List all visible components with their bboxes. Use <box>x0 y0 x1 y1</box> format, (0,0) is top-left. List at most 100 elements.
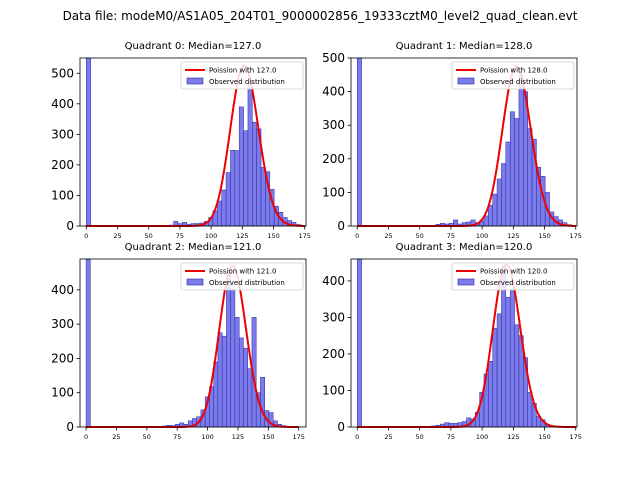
histogram-bar <box>509 111 515 227</box>
histogram-bar <box>252 121 257 227</box>
histogram-bar <box>356 57 362 227</box>
x-tick-label: 125 <box>507 433 519 441</box>
legend-box <box>180 262 304 291</box>
x-tick-label: 175 <box>570 433 582 441</box>
x-tick-label: 50 <box>143 433 151 441</box>
histogram-bar <box>527 392 533 428</box>
x-tick-label: 0 <box>355 433 359 441</box>
panel-quadrant-0: 0 100 200 300 400 500 0 25 50 75 100 125 150 175 Quadr… <box>51 41 311 240</box>
x-tick-label: 175 <box>292 433 304 441</box>
y-tick-label: 300 <box>51 127 74 141</box>
legend-bar-swatch <box>457 278 475 286</box>
y-tick-label: 300 <box>322 118 345 132</box>
legend-box <box>180 61 304 90</box>
histogram-bar <box>496 313 502 428</box>
panel-quadrant-1: 0 100 200 300 400 500 0 25 50 75 100 125 150 175 Quadr… <box>322 41 582 240</box>
x-tick-label: 25 <box>112 433 120 441</box>
x-tick-label: 25 <box>384 232 392 240</box>
legend-label-observed: Observed distribution <box>480 78 556 86</box>
histogram-bar <box>527 128 533 227</box>
x-tick-label: 0 <box>84 232 88 240</box>
y-tick-label: 400 <box>322 274 345 288</box>
legend-label-observed: Observed distribution <box>209 279 285 287</box>
histogram-bar <box>238 337 244 428</box>
histogram-bar <box>496 178 502 227</box>
histogram-bar <box>243 130 249 227</box>
histogram-bar <box>225 172 231 227</box>
y-tick-label: 500 <box>51 66 74 80</box>
y-tick-label: 300 <box>51 317 74 331</box>
x-tick-label: 150 <box>538 232 550 240</box>
y-tick-label: 100 <box>322 185 345 199</box>
figure-title: Data file: modeM0/AS1A05_204T01_90000028… <box>63 9 578 23</box>
legend-label-poisson: Poission with 127.0 <box>209 67 277 75</box>
y-tick-label: 100 <box>51 188 74 202</box>
histogram-bar <box>221 189 227 227</box>
x-tick-label: 175 <box>299 232 311 240</box>
legend-label-poisson: Poission with 121.0 <box>209 268 277 276</box>
x-tick-label: 25 <box>113 232 121 240</box>
y-tick-label: 400 <box>51 97 74 111</box>
y-tick-label: 200 <box>322 347 345 361</box>
x-tick-label: 150 <box>538 433 550 441</box>
x-tick-label: 100 <box>476 433 488 441</box>
x-tick-label: 75 <box>176 232 184 240</box>
x-tick-label: 0 <box>355 232 359 240</box>
legend-label-poisson: Poission with 120.0 <box>480 268 548 276</box>
y-tick-label: 200 <box>51 351 74 365</box>
x-tick-label: 125 <box>236 232 248 240</box>
legend: Poission with 120.0 Observed distribution <box>451 262 575 291</box>
legend-bar-swatch <box>186 278 204 286</box>
axes-frame <box>350 258 578 428</box>
histogram-bar <box>85 57 91 227</box>
legend-label-poisson: Poission with 128.0 <box>480 67 548 75</box>
histogram-bar <box>226 272 231 428</box>
panel-title: Quadrant 0: Median=127.0 <box>125 41 262 52</box>
histogram-bar <box>230 149 236 227</box>
histogram-bar <box>260 167 266 227</box>
histogram-bar <box>234 317 240 428</box>
histogram-bar <box>514 118 520 227</box>
axes-frame <box>79 57 307 227</box>
y-tick-label: 200 <box>51 158 74 172</box>
histogram-bar <box>247 368 253 428</box>
histogram-bar <box>488 361 493 428</box>
histogram-bar <box>217 332 223 428</box>
histogram-bar <box>260 377 265 428</box>
histogram-bar <box>217 200 222 227</box>
legend: Poission with 127.0 Observed distribution <box>180 61 304 90</box>
x-tick-label: 75 <box>447 433 455 441</box>
x-tick-label: 50 <box>416 232 424 240</box>
legend-box <box>451 61 575 90</box>
histogram-bar <box>501 266 507 428</box>
histogram-bar <box>488 204 493 227</box>
histogram-bar <box>523 91 528 227</box>
y-tick-label: 400 <box>51 283 74 297</box>
x-tick-label: 150 <box>267 232 279 240</box>
panel-title: Quadrant 1: Median=128.0 <box>396 41 533 52</box>
legend: Poission with 121.0 Observed distribution <box>180 262 304 291</box>
x-tick-label: 75 <box>447 232 455 240</box>
y-tick-label: 100 <box>322 383 345 397</box>
histogram-bar <box>514 324 520 428</box>
legend-box <box>451 262 575 291</box>
x-tick-label: 0 <box>84 433 88 441</box>
histogram-bar <box>492 328 498 428</box>
legend-bar-swatch <box>457 77 475 85</box>
x-tick-label: 100 <box>205 232 217 240</box>
histogram-bar <box>505 297 511 428</box>
x-tick-label: 75 <box>173 433 181 441</box>
legend-label-observed: Observed distribution <box>480 279 556 287</box>
histogram-bar <box>356 258 362 428</box>
histogram-bar <box>505 141 511 227</box>
legend: Poission with 128.0 Observed distribution <box>451 61 575 90</box>
panel-quadrant-3: 0 100 200 300 400 0 25 50 75 100 125 150 175 Quadrant… <box>322 242 582 441</box>
x-tick-label: 100 <box>201 433 213 441</box>
x-tick-label: 100 <box>476 232 488 240</box>
y-tick-label: 200 <box>322 152 345 166</box>
y-tick-label: 500 <box>322 51 345 65</box>
legend-bar-swatch <box>186 77 204 85</box>
histogram-bar <box>230 289 236 428</box>
x-tick-label: 125 <box>232 433 244 441</box>
